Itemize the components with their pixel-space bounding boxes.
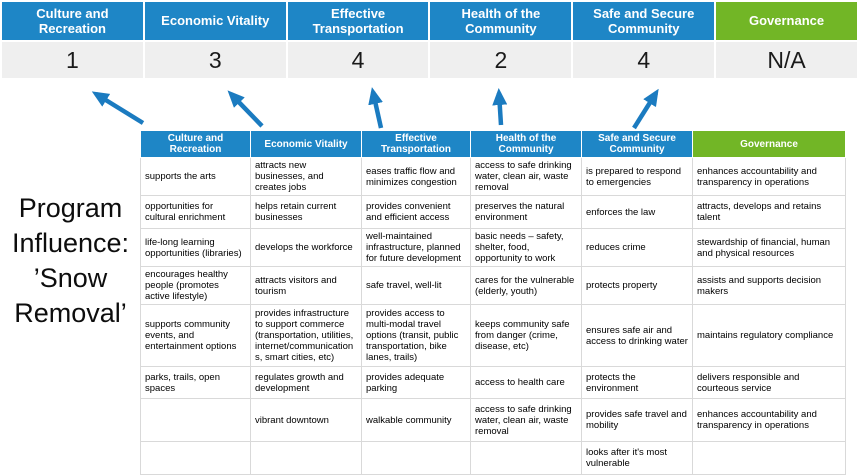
- matrix-cell: [470, 441, 582, 475]
- matrix-cell: vibrant downtown: [250, 398, 362, 443]
- matrix-cell: regulates growth and development: [250, 366, 362, 400]
- matrix-cell: protects property: [581, 266, 693, 306]
- matrix-cell: life-long learning opportunities (librar…: [140, 228, 251, 268]
- matrix-cell: enforces the law: [581, 195, 693, 230]
- matrix-cell: [361, 441, 471, 475]
- matrix-cell: looks after it's most vulnerable: [581, 441, 693, 475]
- matrix-cell: provides convenient and efficient access: [361, 195, 471, 230]
- matrix-cell: provides access to multi-modal travel op…: [361, 304, 471, 368]
- matrix-row: parks, trails, open spaces regulates gro…: [140, 366, 846, 400]
- matrix-cell: [140, 398, 251, 443]
- matrix-cell: [692, 441, 846, 475]
- matrix-cell: enhances accountability and transparency…: [692, 157, 846, 197]
- matrix-cell: opportunities for cultural enrichment: [140, 195, 251, 230]
- matrix-row: encourages healthy people (promotes acti…: [140, 266, 846, 306]
- matrix-cell: develops the workforce: [250, 228, 362, 268]
- score-safe-and-secure-community: 4: [573, 42, 715, 78]
- matrix-cell: provides adequate parking: [361, 366, 471, 400]
- matrix-cell: ensures safe air and access to drinking …: [581, 304, 693, 368]
- matrix-cell: keeps community safe from danger (crime,…: [470, 304, 582, 368]
- influence-arrow-icon: [227, 90, 264, 128]
- matrix-header-culture-and-recreation: Culture and Recreation: [140, 129, 251, 159]
- matrix-cell: helps retain current businesses: [250, 195, 362, 230]
- score-culture-and-recreation: 1: [2, 42, 143, 78]
- matrix-row: opportunities for cultural enrichment he…: [140, 195, 846, 230]
- matrix-header-governance: Governance: [692, 129, 846, 159]
- matrix-cell: stewardship of financial, human and phys…: [692, 228, 846, 268]
- matrix-row: vibrant downtown walkable community acce…: [140, 398, 846, 443]
- matrix-cell: eases traffic flow and minimizes congest…: [361, 157, 471, 197]
- matrix-cell: attracts, develops and retains talent: [692, 195, 846, 230]
- influence-arrow-icon: [632, 88, 659, 130]
- matrix-cell: attracts new businesses, and creates job…: [250, 157, 362, 197]
- matrix-cell: basic needs – safety, shelter, food, opp…: [470, 228, 582, 268]
- matrix-header-health-of-the-community: Health of the Community: [470, 129, 582, 159]
- matrix-cell: supports the arts: [140, 157, 251, 197]
- scoreboard-header-effective-transportation: Effective Transportation: [287, 2, 429, 40]
- matrix-row: supports the arts attracts new businesse…: [140, 157, 846, 197]
- matrix-cell: provides infrastructure to support comme…: [250, 304, 362, 368]
- matrix-cell: access to health care: [470, 366, 582, 400]
- scoreboard-header-culture-and-recreation: Culture and Recreation: [2, 2, 143, 40]
- scoreboard-header-governance: Governance: [716, 2, 857, 40]
- matrix-cell: reduces crime: [581, 228, 693, 268]
- matrix-header-safe-and-secure-community: Safe and Secure Community: [581, 129, 693, 159]
- priority-scoreboard: Culture and Recreation Economic Vitality…: [2, 2, 857, 78]
- influence-arrow-icon: [492, 88, 508, 126]
- matrix-header-effective-transportation: Effective Transportation: [361, 129, 471, 159]
- score-health-of-the-community: 2: [430, 42, 572, 78]
- matrix-cell: well-maintained infrastructure, planned …: [361, 228, 471, 268]
- matrix-header-economic-vitality: Economic Vitality: [250, 129, 362, 159]
- matrix-cell: preserves the natural environment: [470, 195, 582, 230]
- matrix-cell: encourages healthy people (promotes acti…: [140, 266, 251, 306]
- matrix-cell: safe travel, well-lit: [361, 266, 471, 306]
- matrix-cell: assists and supports decision makers: [692, 266, 846, 306]
- matrix-cell: [140, 441, 251, 475]
- scoreboard-header-economic-vitality: Economic Vitality: [144, 2, 286, 40]
- matrix-row: looks after it's most vulnerable: [140, 441, 846, 475]
- matrix-cell: protects the environment: [581, 366, 693, 400]
- matrix-row: supports community events, and entertain…: [140, 304, 846, 368]
- matrix-cell: attracts visitors and tourism: [250, 266, 362, 306]
- program-title: Program Influence: ’Snow Removal’: [11, 193, 130, 329]
- matrix-cell: access to safe drinking water, clean air…: [470, 157, 582, 197]
- matrix-cell: maintains regulatory compliance: [692, 304, 846, 368]
- scoreboard-header-safe-and-secure-community: Safe and Secure Community: [573, 2, 715, 40]
- matrix-header-row: Culture and Recreation Economic Vitality…: [140, 129, 846, 159]
- matrix-cell: parks, trails, open spaces: [140, 366, 251, 400]
- matrix-cell: [250, 441, 362, 475]
- influence-arrow-icon: [91, 91, 145, 125]
- influence-arrow-icon: [368, 87, 384, 129]
- matrix-cell: walkable community: [361, 398, 471, 443]
- scoreboard-header-health-of-the-community: Health of the Community: [430, 2, 572, 40]
- matrix-cell: is prepared to respond to emergencies: [581, 157, 693, 197]
- matrix-cell: access to safe drinking water, clean air…: [470, 398, 582, 443]
- influence-matrix: Culture and Recreation Economic Vitality…: [140, 129, 846, 475]
- matrix-row: life-long learning opportunities (librar…: [140, 228, 846, 268]
- score-governance: N/A: [716, 42, 857, 78]
- matrix-cell: cares for the vulnerable (elderly, youth…: [470, 266, 582, 306]
- score-economic-vitality: 3: [144, 42, 286, 78]
- matrix-cell: delivers responsible and courteous servi…: [692, 366, 846, 400]
- matrix-cell: supports community events, and entertain…: [140, 304, 251, 368]
- matrix-cell: enhances accountability and transparency…: [692, 398, 846, 443]
- matrix-cell: provides safe travel and mobility: [581, 398, 693, 443]
- score-effective-transportation: 4: [287, 42, 429, 78]
